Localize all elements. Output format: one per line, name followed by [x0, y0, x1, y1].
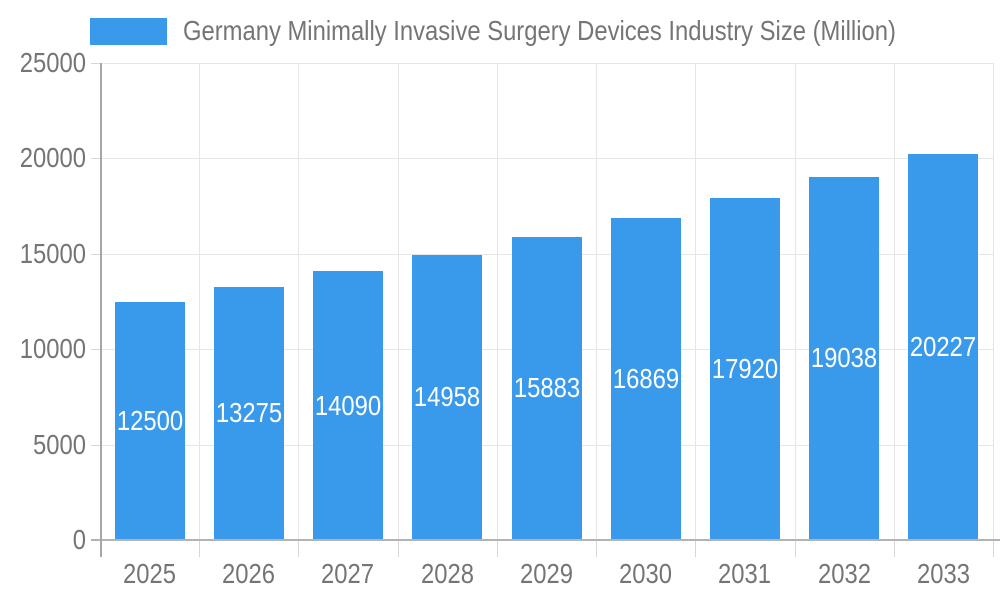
bar [313, 271, 383, 540]
h-gridline [100, 63, 993, 64]
bar-value-label: 14958 [413, 381, 481, 412]
y-tick-label: 15000 [19, 238, 86, 269]
x-axis-tick [795, 540, 796, 557]
x-axis-tick [993, 540, 994, 557]
v-gridline [199, 63, 200, 540]
y-tick-label: 0 [72, 524, 86, 555]
x-tick-label: 2025 [123, 558, 176, 589]
legend-swatch [90, 17, 167, 45]
bar-value-label: 20227 [909, 331, 977, 362]
bar [412, 255, 482, 540]
y-axis-tick [91, 63, 100, 64]
x-tick-label: 2026 [222, 558, 275, 589]
x-tick-label: 2029 [520, 558, 573, 589]
x-tick-label: 2031 [718, 558, 771, 589]
bar-value-label: 12500 [116, 405, 184, 436]
x-axis-tick [298, 540, 299, 557]
x-tick-label: 2027 [321, 558, 374, 589]
x-axis-tick [199, 540, 200, 557]
x-tick-label: 2028 [421, 558, 474, 589]
x-tick-label: 2030 [619, 558, 672, 589]
y-axis-tick [91, 445, 100, 446]
legend-item[interactable]: Germany Minimally Invasive Surgery Devic… [90, 16, 1000, 46]
bar [710, 198, 780, 540]
v-gridline [398, 63, 399, 540]
x-tick-label: 2033 [917, 558, 970, 589]
y-axis-line [100, 63, 102, 557]
bar-value-label: 13275 [215, 397, 283, 428]
bar [214, 287, 284, 540]
bar [512, 237, 582, 540]
bar [611, 218, 681, 540]
v-gridline [894, 63, 895, 540]
bar-value-label: 15883 [513, 372, 581, 403]
bar-value-label: 19038 [810, 342, 878, 373]
legend-label: Germany Minimally Invasive Surgery Devic… [183, 15, 896, 46]
bar [115, 302, 185, 541]
bar-value-label: 17920 [711, 353, 779, 384]
v-gridline [795, 63, 796, 540]
y-axis-tick [91, 349, 100, 350]
x-axis-tick [497, 540, 498, 557]
y-tick-label: 10000 [19, 333, 86, 364]
bar [809, 177, 879, 540]
y-axis-tick [91, 254, 100, 255]
v-gridline [497, 63, 498, 540]
y-axis-tick [91, 158, 100, 159]
h-gridline [100, 158, 993, 159]
v-gridline [695, 63, 696, 540]
x-axis-tick [894, 540, 895, 557]
x-axis-line [91, 539, 1000, 541]
x-axis-tick [596, 540, 597, 557]
y-tick-label: 5000 [33, 429, 86, 460]
bar-value-label: 14090 [314, 390, 382, 421]
x-axis-tick [398, 540, 399, 557]
y-tick-label: 20000 [19, 142, 86, 173]
v-gridline [993, 63, 994, 540]
y-tick-label: 25000 [19, 47, 86, 78]
x-tick-label: 2032 [818, 558, 871, 589]
x-axis-tick [695, 540, 696, 557]
v-gridline [596, 63, 597, 540]
v-gridline [298, 63, 299, 540]
bar [908, 154, 978, 540]
bar-value-label: 16869 [612, 363, 680, 394]
